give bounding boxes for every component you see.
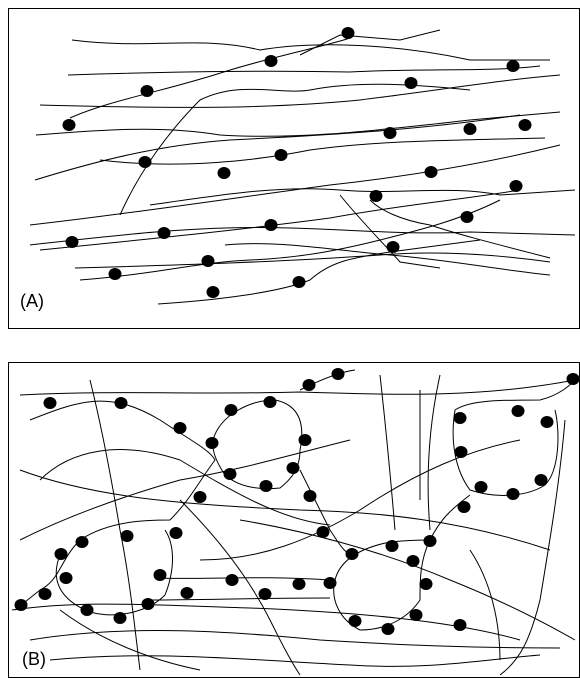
- particle: [44, 397, 57, 409]
- particle: [226, 574, 239, 586]
- particle: [139, 156, 152, 168]
- particle: [265, 219, 278, 231]
- particle: [259, 588, 272, 600]
- particle: [202, 255, 215, 267]
- particle: [303, 379, 316, 391]
- particle: [194, 491, 207, 503]
- particle: [81, 604, 94, 616]
- particle: [541, 416, 554, 428]
- particle: [420, 578, 433, 590]
- particle: [386, 540, 399, 552]
- particle: [170, 527, 183, 539]
- particle: [317, 526, 330, 538]
- particle: [275, 149, 288, 161]
- particle: [342, 27, 355, 39]
- particle: [510, 180, 523, 192]
- panel-label: (B): [22, 649, 46, 669]
- particle: [507, 488, 520, 500]
- particle: [141, 85, 154, 97]
- particle: [425, 166, 438, 178]
- particle: [55, 548, 68, 560]
- particle: [454, 412, 467, 424]
- particle: [174, 422, 187, 434]
- particle: [384, 127, 397, 139]
- particle: [76, 536, 89, 548]
- particle: [293, 578, 306, 590]
- particle: [387, 241, 400, 253]
- particle: [181, 587, 194, 599]
- particle: [324, 577, 337, 589]
- particle: [39, 588, 52, 600]
- particle: [407, 555, 420, 567]
- panel-b: (B): [9, 363, 580, 678]
- fibers: [30, 30, 575, 304]
- particle: [464, 123, 477, 135]
- particle: [405, 77, 418, 89]
- particle: [287, 462, 300, 474]
- particle: [304, 490, 317, 502]
- particle: [218, 167, 231, 179]
- particle: [154, 569, 167, 581]
- particle: [121, 530, 134, 542]
- particle: [410, 609, 423, 621]
- particle: [109, 268, 122, 280]
- particle: [507, 60, 520, 72]
- particle: [475, 481, 488, 493]
- panel-a: (A): [9, 9, 580, 329]
- particle: [142, 598, 155, 610]
- particle: [207, 286, 220, 298]
- particle: [455, 446, 468, 458]
- particle: [535, 474, 548, 486]
- particle: [382, 623, 395, 635]
- particle: [458, 501, 471, 513]
- particle: [299, 434, 312, 446]
- particle: [15, 599, 28, 611]
- particle: [260, 480, 273, 492]
- particle: [225, 404, 238, 416]
- particle: [461, 211, 474, 223]
- particle: [158, 227, 171, 239]
- particle: [512, 405, 525, 417]
- particle: [567, 373, 580, 385]
- particle: [206, 437, 219, 449]
- particle: [60, 572, 73, 584]
- fibers: [12, 370, 575, 675]
- particle: [66, 236, 79, 248]
- panel-label: (A): [20, 291, 44, 311]
- particle: [454, 619, 467, 631]
- particle: [264, 396, 277, 408]
- figure: (A): [0, 0, 580, 678]
- particle: [370, 190, 383, 202]
- particle: [424, 535, 437, 547]
- particle: [332, 368, 345, 380]
- particle: [349, 615, 362, 627]
- particle: [519, 119, 532, 131]
- particle: [114, 612, 127, 624]
- particle: [346, 548, 359, 560]
- particle: [63, 119, 76, 131]
- particle: [224, 468, 237, 480]
- particles: [15, 368, 580, 635]
- particle: [293, 276, 306, 288]
- particle: [115, 397, 128, 409]
- particles: [63, 27, 532, 298]
- particle: [265, 55, 278, 67]
